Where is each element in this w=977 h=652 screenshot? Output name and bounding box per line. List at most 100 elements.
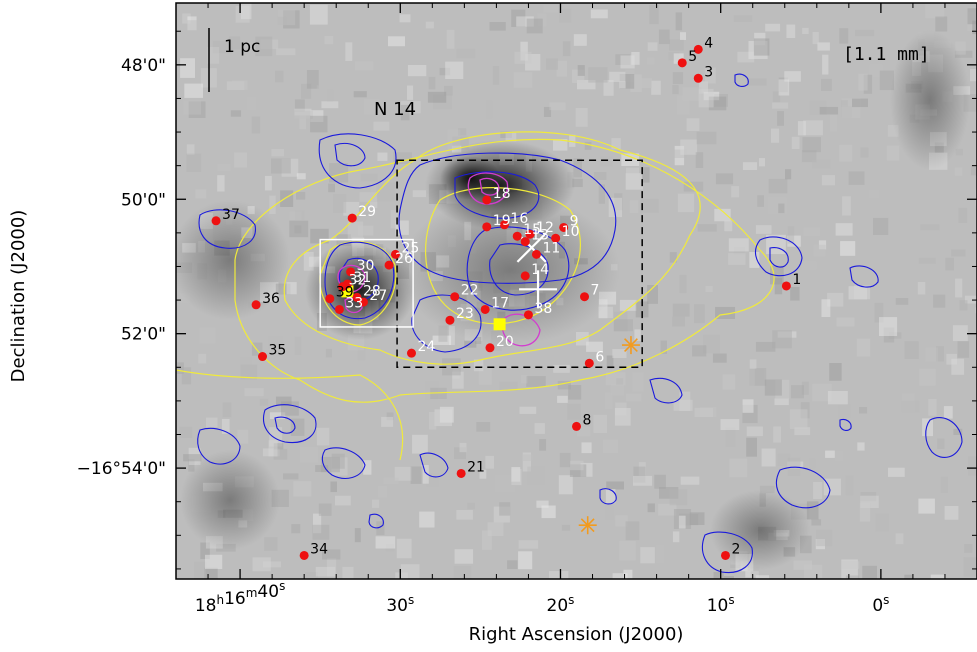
- noise-patch: [347, 221, 364, 240]
- noise-patch: [723, 576, 734, 579]
- noise-patch: [787, 461, 804, 469]
- noise-patch: [303, 251, 314, 271]
- x-tick-label: 18h16m40s: [195, 579, 286, 616]
- noise-patch: [658, 503, 677, 516]
- noise-patch: [305, 572, 318, 579]
- source-marker-7: [580, 292, 590, 302]
- noise-patch: [605, 392, 613, 410]
- dashed-region-box: [396, 159, 643, 369]
- noise-patch: [448, 325, 455, 346]
- noise-patch: [749, 359, 757, 369]
- noise-patch: [313, 513, 322, 534]
- noise-patch: [186, 144, 195, 155]
- noise-patch: [433, 94, 452, 110]
- noise-patch: [330, 481, 337, 493]
- noise-patch: [419, 511, 435, 528]
- noise-patch: [573, 34, 587, 46]
- noise-patch: [680, 476, 700, 485]
- noise-patch: [343, 201, 360, 216]
- noise-patch: [603, 80, 614, 96]
- noise-patch: [802, 137, 821, 153]
- noise-patch: [291, 524, 301, 534]
- noise-patch: [511, 467, 521, 482]
- noise-patch: [584, 141, 592, 150]
- source-marker-24: [406, 348, 416, 358]
- noise-patch: [801, 381, 809, 395]
- source-label-38: 38: [534, 301, 552, 317]
- noise-patch: [221, 419, 230, 434]
- noise-patch: [269, 412, 286, 420]
- noise-patch: [452, 371, 464, 389]
- noise-patch: [649, 5, 659, 25]
- noise-patch: [400, 104, 410, 121]
- noise-patch: [459, 442, 467, 453]
- noise-patch: [703, 91, 720, 101]
- noise-patch: [841, 100, 848, 108]
- noise-patch: [725, 427, 736, 447]
- noise-patch: [187, 16, 197, 31]
- noise-patch: [789, 409, 808, 429]
- noise-patch: [289, 211, 302, 220]
- noise-patch: [728, 253, 746, 265]
- noise-patch: [259, 398, 269, 406]
- noise-patch: [309, 253, 319, 260]
- noise-patch: [358, 207, 374, 216]
- source-label-31: 31: [353, 270, 371, 286]
- noise-patch: [778, 203, 785, 214]
- noise-patch: [283, 473, 299, 480]
- noise-patch: [680, 139, 698, 155]
- noise-patch: [255, 36, 273, 57]
- noise-patch: [841, 559, 858, 579]
- noise-patch: [289, 220, 309, 238]
- noise-patch: [754, 368, 767, 386]
- noise-patch: [673, 399, 693, 411]
- noise-patch: [326, 557, 337, 577]
- source-marker-36: [251, 300, 261, 310]
- noise-patch: [511, 469, 522, 486]
- noise-patch: [695, 152, 704, 168]
- noise-patch: [381, 416, 394, 427]
- noise-patch: [268, 336, 284, 349]
- noise-patch: [456, 48, 476, 59]
- noise-patch: [598, 184, 605, 204]
- noise-patch: [970, 165, 977, 176]
- source-label-39: 39: [336, 285, 354, 301]
- noise-patch: [456, 510, 473, 520]
- noise-patch: [616, 378, 624, 385]
- noise-patch: [395, 572, 408, 579]
- noise-patch: [393, 152, 412, 164]
- source-label-8: 8: [583, 412, 592, 428]
- source-marker-10: [551, 233, 561, 243]
- noise-patch: [444, 85, 453, 96]
- source-label-6: 6: [595, 349, 604, 365]
- noise-patch: [434, 409, 452, 427]
- noise-patch: [294, 99, 305, 113]
- noise-patch: [363, 99, 380, 115]
- noise-patch: [262, 448, 280, 457]
- noise-patch: [827, 292, 844, 307]
- noise-patch: [590, 9, 608, 19]
- noise-patch: [720, 419, 740, 430]
- noise-patch: [561, 524, 571, 531]
- noise-patch: [602, 439, 618, 453]
- noise-patch: [301, 83, 312, 99]
- noise-patch: [235, 5, 250, 23]
- noise-patch: [549, 102, 566, 111]
- noise-patch: [629, 200, 639, 213]
- noise-patch: [755, 575, 770, 579]
- noise-patch: [198, 353, 207, 364]
- noise-patch: [809, 100, 827, 115]
- noise-patch: [778, 77, 788, 93]
- source-label-21: 21: [467, 459, 485, 475]
- source-marker-15: [512, 231, 522, 241]
- noise-patch: [704, 67, 716, 84]
- noise-patch: [765, 23, 781, 32]
- noise-patch: [507, 560, 518, 570]
- noise-patch: [421, 465, 429, 484]
- noise-patch: [647, 503, 655, 513]
- noise-patch: [860, 492, 877, 502]
- noise-patch: [275, 283, 291, 295]
- noise-patch: [181, 367, 192, 385]
- noise-patch: [526, 376, 546, 387]
- noise-patch: [731, 186, 740, 198]
